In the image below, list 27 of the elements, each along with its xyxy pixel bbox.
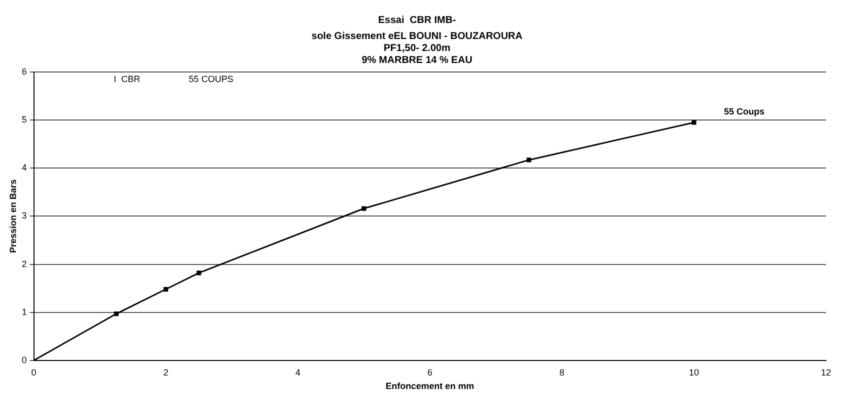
point [526,158,532,162]
chart-title: Essai CBR IMB- [378,14,456,26]
point [692,120,696,125]
text: 55 Coups [724,106,764,116]
y-tick-label: 2 [22,258,27,269]
x-tick-label: 10 [688,367,699,378]
x-axis-title: Enfoncement en mm [386,381,474,392]
x-tick-label: 0 [31,367,36,378]
point [114,311,119,316]
y-axis-title: Pression en Bars [8,179,18,253]
y-tick-label: 3 [22,210,27,221]
y-tick-label: 6 [22,66,27,76]
y-tick-label: 4 [22,162,27,173]
y-tick-label: 5 [22,114,27,125]
x-tick-label: 2 [163,367,168,378]
x-tick-label: 12 [820,367,832,378]
annotation: I CBR [114,74,141,84]
point [196,270,202,276]
chart-subtitle: sole Gissement eEL BOUNI - BOUZAROURA PF1,50- 2.00m 9% MARBRE 14 % EAU [312,30,522,66]
annotation: 55 COUPS [188,74,234,84]
x-tick-label: 4 [295,367,300,378]
x-tick-label: 8 [559,367,564,378]
y-tick-label: 1 [22,306,27,317]
y-tick-label: 0 [22,354,27,365]
point [164,286,168,292]
point [362,206,366,211]
x-tick-label: 6 [427,367,432,378]
